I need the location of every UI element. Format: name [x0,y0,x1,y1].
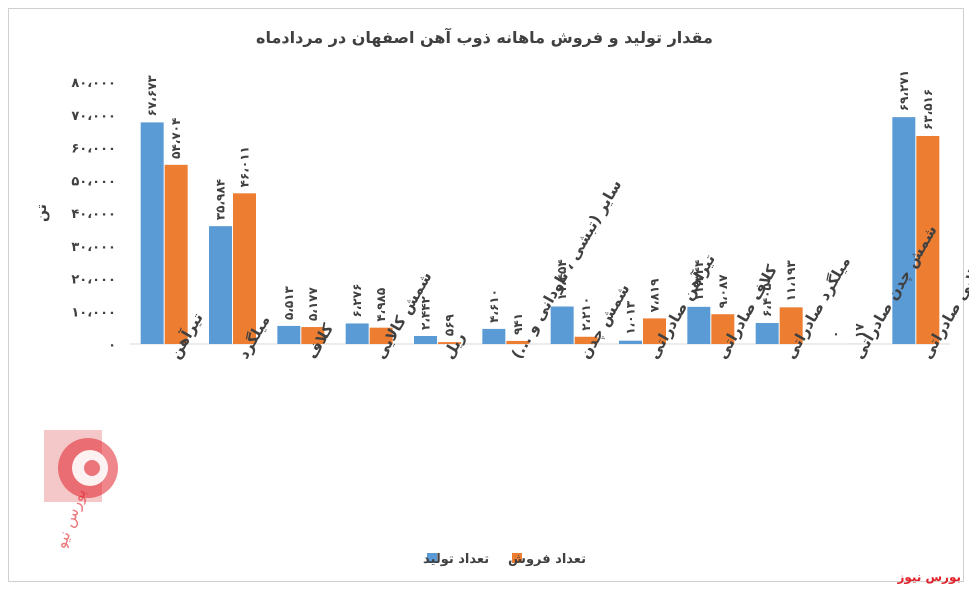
data-label-production: ۶۹،۲۷۱ [897,70,911,111]
bar-sales [438,342,461,344]
legend-label-production: تعداد تولید [423,552,489,567]
y-tick-label: ۴۰،۰۰۰ [71,207,116,222]
y-axis-title: تن [34,204,50,222]
data-label-sales: ۹۴۱ [511,313,525,335]
bar-production [550,306,574,344]
data-label-production: ۲،۴۴۲ [419,295,433,330]
data-label-sales: ۵،۱۷۷ [306,287,320,322]
bar-sales [506,340,530,344]
y-tick-label: ۷۰،۰۰۰ [71,109,116,124]
bar-production [755,323,779,344]
bar-production [482,328,506,344]
bourse-news-logo: بورس نیوز [44,430,118,548]
data-label-production: ۱۱،۳۴۴ [692,260,706,301]
data-label-sales: ۶۳،۵۱۶ [921,89,935,130]
bar-production [209,226,232,344]
data-label-production: ۴،۶۱۰ [487,289,501,323]
chart-title: مقدار تولید و فروش ماهانه ذوب آهن اصفهان… [256,28,713,47]
data-label-production: ۳۵،۹۸۴ [214,179,228,220]
y-tick-label: ۱۰،۰۰۰ [71,305,116,320]
bar-sales [301,327,325,344]
bar-production [687,306,711,344]
bar-sales [369,327,393,344]
data-label-production: ۱۱،۴۵۴ [555,259,569,300]
bar-sales [574,336,598,344]
bar-sales [233,193,256,344]
bar-production [345,323,369,344]
bar-sales [916,135,940,344]
legend-label-sales: تعداد فروش [508,552,586,567]
bar-sales [643,318,666,344]
bar-sales [711,314,735,344]
data-label-sales: ۵۶۹ [443,313,457,336]
data-label-sales: ۴،۹۸۵ [374,288,388,322]
data-label-sales: ۱۱،۱۹۳ [784,259,798,301]
data-label-production: ۶،۲۷۶ [350,284,364,318]
y-tick-label: ۰ [108,338,116,353]
source-watermark: بورس نیوز [897,570,961,584]
data-label-production: ۶۷،۶۷۳ [145,75,159,117]
legend-swatch-sales [512,553,522,563]
y-tick-label: ۵۰،۰۰۰ [71,174,116,189]
data-label-sales: ۲،۲۱۰ [579,297,593,331]
data-label-production: ۶،۴۰۵ [760,283,774,317]
bar-sales [164,164,188,344]
data-label-sales: ۹،۰۸۷ [716,274,730,309]
bar-production [414,336,437,344]
data-label-production: ۵،۵۱۳ [282,285,296,320]
y-tick-label: ۸۰،۰۰۰ [71,76,116,91]
y-tick-label: ۳۰،۰۰۰ [71,240,116,255]
bar-production [892,117,916,344]
legend-swatch-production [427,553,437,563]
data-label-production: ۱،۰۱۳ [624,300,638,335]
data-label-production: ۰ [829,331,843,338]
data-label-sales: ۱۷ [853,323,867,338]
bar-sales [779,307,803,344]
bar-production [277,325,301,344]
bar-production [619,340,642,344]
y-tick-label: ۶۰،۰۰۰ [71,142,116,157]
data-label-sales: ۷،۸۱۹ [648,278,662,313]
data-label-sales: ۴۶،۰۱۱ [238,146,252,187]
data-label-sales: ۵۴،۷۰۴ [169,118,183,159]
y-tick-label: ۲۰،۰۰۰ [71,273,116,288]
bar-production [140,122,164,344]
